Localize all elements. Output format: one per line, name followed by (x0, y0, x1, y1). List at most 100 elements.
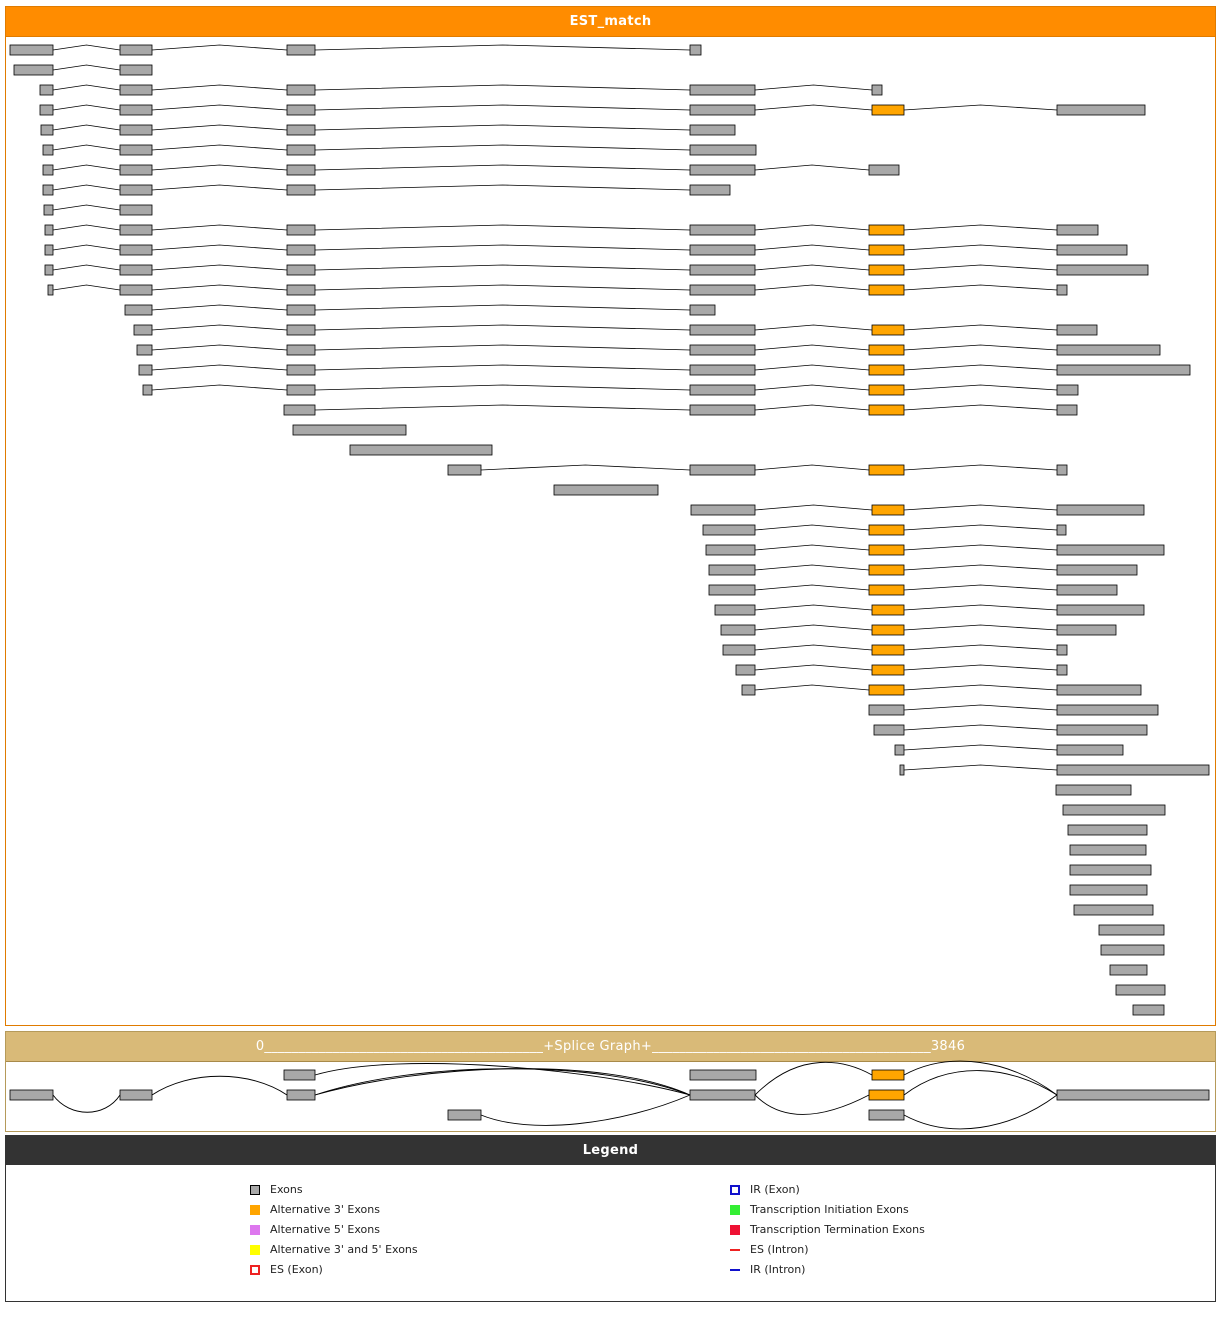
alt3-exon (868, 524, 905, 536)
intron-line (151, 44, 288, 51)
exon (1056, 724, 1148, 736)
exon (1056, 664, 1068, 676)
exon (44, 244, 54, 256)
exon (39, 104, 54, 116)
exon (1056, 104, 1146, 116)
exon (708, 584, 756, 596)
intron-line (314, 344, 691, 351)
intron-line (151, 324, 288, 331)
legend-swatch-icon (250, 1265, 260, 1275)
intron-line (754, 364, 870, 371)
exon (1056, 604, 1145, 616)
intron-line (52, 184, 121, 191)
exon (1115, 984, 1166, 996)
splice-edge (903, 1060, 1058, 1096)
exon (9, 44, 54, 56)
legend-swatch-icon (250, 1225, 260, 1235)
exon (689, 284, 756, 296)
exon (133, 324, 153, 336)
exon (119, 44, 153, 56)
splice-edge (754, 1062, 873, 1096)
exon (1100, 944, 1165, 956)
splice-node (868, 1109, 905, 1121)
intron-line (314, 244, 691, 251)
intron-line (903, 324, 1058, 331)
intron-line (903, 344, 1058, 351)
exon (119, 184, 153, 196)
exon (894, 744, 905, 756)
splice-edge (314, 1063, 691, 1096)
legend-item: Transcription Initiation Exons (730, 1202, 909, 1218)
exon (689, 324, 756, 336)
intron-line (754, 584, 870, 591)
alt3-exon (868, 364, 905, 376)
intron-line (754, 464, 870, 471)
intron-line (754, 84, 873, 91)
exon (286, 144, 316, 156)
intron-line (903, 224, 1058, 231)
exon (119, 204, 153, 216)
exon (119, 64, 153, 76)
exon (714, 604, 756, 616)
intron-line (52, 44, 121, 51)
intron-line (903, 264, 1058, 271)
intron-line (52, 64, 121, 71)
exon (1056, 384, 1079, 396)
intron-line (314, 264, 691, 271)
intron-line (754, 684, 870, 691)
legend-item: Alternative 3' Exons (250, 1202, 380, 1218)
splice-edge (480, 1094, 691, 1126)
exon (119, 264, 153, 276)
splice-node (447, 1109, 482, 1121)
alt3-exon (871, 104, 905, 116)
exon (119, 224, 153, 236)
exon (39, 84, 54, 96)
intron-line (903, 384, 1058, 391)
intron-line (754, 104, 873, 111)
splice-node (1056, 1089, 1210, 1101)
exon (1069, 844, 1147, 856)
exon (47, 284, 54, 296)
exon (1056, 644, 1068, 656)
legend-panel: Legend (5, 1135, 1216, 1302)
exon (447, 464, 482, 476)
legend-swatch-icon (730, 1185, 740, 1195)
exon (119, 284, 153, 296)
intron-line (903, 604, 1058, 611)
intron-line (754, 384, 870, 391)
exon (705, 544, 756, 556)
exon (689, 464, 756, 476)
exon (40, 124, 54, 136)
exon (689, 44, 702, 56)
exon (42, 184, 54, 196)
intron-line (903, 564, 1058, 571)
splice-edge (314, 1068, 691, 1096)
intron-line (52, 144, 121, 151)
intron-line (52, 264, 121, 271)
splice-edge (754, 1094, 870, 1115)
intron-line (480, 464, 691, 471)
alt3-exon (871, 624, 905, 636)
exon (42, 164, 54, 176)
exon (1098, 924, 1165, 936)
exon (722, 644, 756, 656)
legend-swatch-icon (730, 1249, 740, 1251)
exon (1067, 824, 1148, 836)
exon (1056, 624, 1117, 636)
splice-graph-panel: 0_______________________________________… (5, 1031, 1216, 1132)
intron-line (314, 384, 691, 391)
legend-swatch-icon (730, 1205, 740, 1215)
exon (720, 624, 756, 636)
intron-line (903, 364, 1058, 371)
exon (689, 404, 756, 416)
exon (1109, 964, 1148, 976)
intron-line (52, 224, 121, 231)
intron-line (151, 344, 288, 351)
exon (44, 224, 54, 236)
exon (286, 344, 316, 356)
intron-line (903, 724, 1058, 731)
alt3-exon (868, 404, 905, 416)
intron-line (52, 84, 121, 91)
splice-node (689, 1089, 756, 1101)
exon (689, 104, 756, 116)
